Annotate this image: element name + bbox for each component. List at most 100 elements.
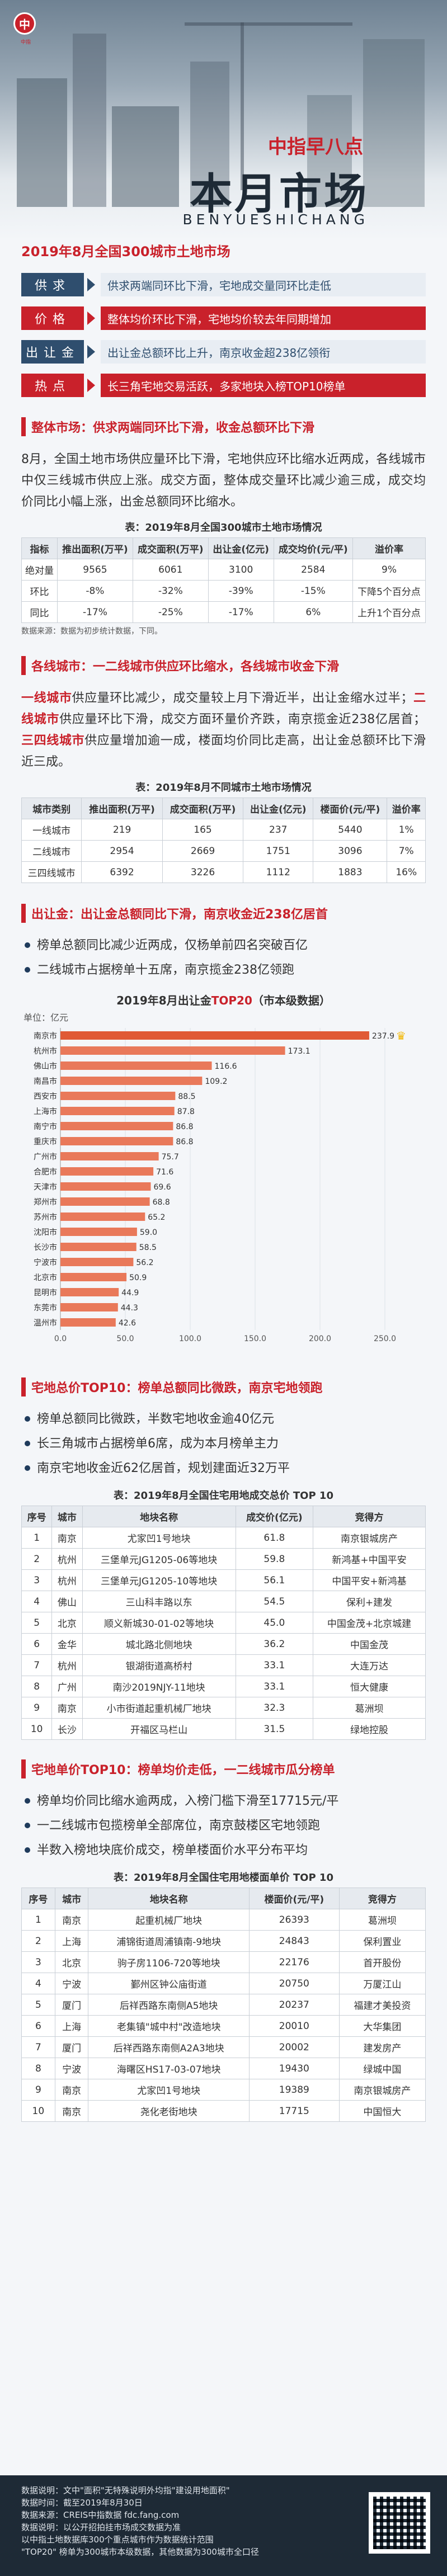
overall-market-section: 整体市场：供求两端同环比下滑，收金总额环比下滑 8月，全国土地市场供应量环比下滑… (0, 412, 447, 636)
bullet-item: 榜单均价同比缩水逾两成，入榜门槛下滑至17715元/平 (21, 1789, 426, 1814)
table-cell: 南京 (54, 2100, 89, 2122)
table-cell: 南京 (54, 2079, 89, 2101)
city-tier-section: 各线城市：一二线城市供应环比缩水，各线城市收金下滑 一线城市供应量环比减少，成交… (0, 651, 447, 883)
table-note: 数据来源：数据为初步统计数据，下同。 (21, 627, 162, 636)
table-cell: 19430 (248, 2058, 340, 2079)
table-cell: 一线城市 (21, 819, 82, 841)
bar (60, 1303, 118, 1311)
data-label: 69.6 (153, 1183, 171, 1192)
bar (60, 1046, 285, 1055)
heading-bar (21, 417, 26, 436)
table-cell: 后祥西路东南侧A5地块 (88, 1994, 250, 2016)
table-header-cell: 城市 (54, 1888, 89, 1909)
table-cell: 顺义新城30-01-02等地块 (82, 1612, 236, 1634)
category-label: 宁波市 (34, 1258, 57, 1267)
bar (60, 1212, 145, 1221)
table-cell: 中国平安+新鸿基 (312, 1569, 426, 1591)
table-cell: -17% (208, 601, 274, 623)
table-cell: 福建才美投资 (338, 1994, 426, 2016)
table-header-cell: 溢价率 (387, 798, 426, 819)
bar (60, 1318, 116, 1327)
table-cell: 31.5 (235, 1718, 313, 1740)
data-label: 75.7 (162, 1153, 179, 1162)
bullet-item: 二线城市占据榜单十五席，南京揽金238亿领跑 (21, 958, 426, 983)
table-cell: 33.1 (235, 1676, 313, 1697)
table-cell: 219 (81, 819, 163, 841)
section-paragraph: 一线城市供应量环比减少，成交量较上月下滑近半，出让金缩水过半；二线城市供应量环比… (21, 688, 426, 773)
table-cell: 1112 (243, 861, 314, 883)
table-row: 10 长沙 开福区马栏山 31.5 绿地控股 (21, 1718, 426, 1740)
data-label: 68.8 (153, 1198, 170, 1207)
table-cell: 广州 (51, 1676, 83, 1697)
section-heading: 出让金：出让金总额同比下滑，南京收金近238亿居首 (21, 899, 426, 928)
table-row: 5 北京 顺义新城30-01-02等地块 45.0 中国金茂+北京城建 (21, 1612, 426, 1634)
data-label: 42.6 (119, 1319, 136, 1328)
bullet-list: 榜单总额同比减少近两成，仅杨单前四名突破百亿 二线城市占据榜单十五席，南京揽金23… (21, 933, 426, 983)
city-tier-table: 城市类别 推出面积(万平) 成交面积(万平) 出让金(亿元) 楼面价(元/平) 溢价率 一… (21, 798, 426, 883)
data-label: 71.6 (156, 1168, 173, 1177)
category-label: 天津市 (34, 1182, 57, 1192)
bar (60, 1228, 137, 1236)
table-cell: 海曙区HS17-03-07地块 (88, 2058, 250, 2079)
heading-bar (21, 656, 26, 675)
category-label: 重庆市 (34, 1137, 57, 1147)
table-cell: 银湖街道高桥村 (82, 1654, 236, 1676)
table-cell: 中国金茂+北京城建 (312, 1612, 426, 1634)
table-cell: 尧化老街地块 (88, 2100, 250, 2122)
table-cell: 9 (21, 2079, 55, 2101)
heading-bar (21, 1759, 26, 1778)
chart-title-main: 2019年8月出让金 (116, 994, 211, 1007)
residential-total-table: 序号 城市 地块名称 成交价(亿元) 竞得方 1 南京 尤家凹1号地块 61.8 南京银城房产 2… (21, 1506, 426, 1740)
bar (60, 1273, 127, 1281)
table-cell: 城北路北侧地块 (82, 1633, 236, 1655)
table-cell: 首开股份 (338, 1951, 426, 1973)
table-cell: -15% (273, 580, 354, 602)
table-cell: 厦门 (54, 1994, 89, 2016)
table-cell: 中国恒大 (338, 2100, 426, 2122)
table-cell: 北京 (54, 1951, 89, 1973)
table-cell: 20750 (248, 1973, 340, 1994)
building-graphic (112, 106, 179, 207)
table-row: 环比 -8% -32% -39% -15% 下降5个百分点 (21, 580, 426, 602)
category-label: 东莞市 (34, 1303, 57, 1313)
data-label: 109.2 (205, 1077, 227, 1086)
table-cell: -17% (57, 601, 133, 623)
revenue-chart: 2019年8月出让金TOP20（市本级数据） 单位：亿元 0.0 50.0 100.… (21, 992, 426, 1367)
section-heading: 宅地总价TOP10：榜单总额同比微跌，南京宅地领跑 (21, 1372, 426, 1402)
table-row: 8 广州 南沙2019NJY-11地块 33.1 恒大健康 (21, 1676, 426, 1697)
arrow-icon (87, 278, 95, 291)
table-cell: 32.3 (235, 1697, 313, 1719)
table-row: 8 宁波 海曙区HS17-03-07地块 19430 绿城中国 (21, 2058, 426, 2079)
table-cell: 绿地控股 (312, 1718, 426, 1740)
table-header-cell: 推出面积(万平) (57, 537, 133, 559)
bar-chart-svg: 0.0 50.0 100.0 150.0 200.0 250.0 南京市 237.9 杭州市 17… (34, 1028, 406, 1343)
summary-value: 供求两端同环比下滑，宅地成交量同环比走低 (101, 273, 426, 296)
table-header-cell: 城市类别 (21, 798, 82, 819)
bar (60, 1288, 119, 1296)
table-header-cell: 出让金(亿元) (208, 537, 274, 559)
section-paragraph: 8月，全国土地市场供应量环比下滑，宅地供应环比缩水近两成，各线城市中仅三线城市供… (21, 452, 426, 509)
section-heading: 各线城市：一二线城市供应环比缩水，各线城市收金下滑 (21, 651, 426, 680)
qr-code-icon[interactable] (369, 2492, 430, 2554)
land-revenue-section: 出让金：出让金总额同比下滑，南京收金近238亿居首 榜单总额同比减少近两成，仅杨… (0, 899, 447, 1367)
table-cell: 上海 (54, 1930, 89, 1952)
bar (60, 1077, 203, 1085)
table-cell: 165 (162, 819, 244, 841)
table-cell: 5 (21, 1612, 53, 1634)
category-label: 佛山市 (34, 1061, 57, 1071)
table-cell: 同比 (21, 601, 58, 623)
table-header-cell: 成交面积(万平) (132, 537, 209, 559)
table-cell: 三堡单元JG1205-10等地块 (82, 1569, 236, 1591)
table-cell: 北京 (51, 1612, 83, 1634)
table-row: 二线城市 2954 2669 1751 3096 7% (21, 840, 426, 862)
table-row: 6 上海 老集镇"城中村"改造地块 20010 大华集团 (21, 2015, 426, 2037)
table-title: 表：2019年8月全国住宅用地楼面单价 TOP 10 (114, 1872, 333, 1884)
category-label: 上海市 (34, 1107, 57, 1116)
table-header-cell: 楼面价(元/平) (248, 1888, 340, 1909)
table-cell: 9% (352, 559, 426, 581)
section-title: 整体市场：供求两端同环比下滑，收金总额环比下滑 (31, 421, 315, 435)
table-row: 3 北京 驹子房1106-720等地块 22176 首开股份 (21, 1951, 426, 1973)
table-cell: 上升1个百分点 (352, 601, 426, 623)
table-cell: 3 (21, 1951, 55, 1973)
table-cell: 南京银城房产 (338, 2079, 426, 2101)
